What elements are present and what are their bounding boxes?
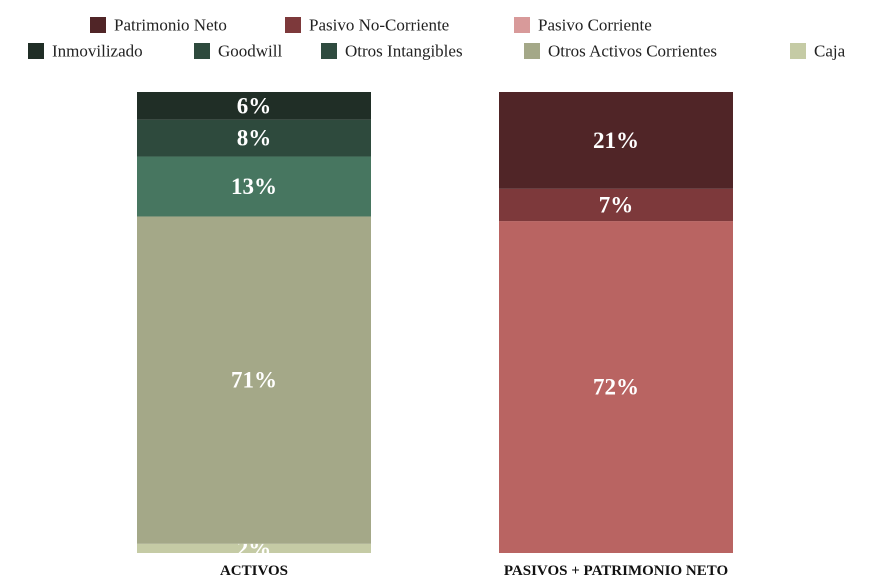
legend-label: Patrimonio Neto — [114, 16, 227, 35]
legend-label: Caja — [814, 42, 846, 61]
x-tick-label: PASIVOS + PATRIMONIO NETO — [504, 563, 728, 579]
legend-swatch — [194, 43, 210, 59]
legend-swatch — [790, 43, 806, 59]
bar-segment-inmovilizado — [137, 92, 371, 120]
legend-swatch — [524, 43, 540, 59]
bar-segment-otros-activos-corrientes — [137, 216, 371, 544]
legend-label: Inmovilizado — [52, 42, 143, 61]
legend-item-caja: Caja — [790, 42, 846, 61]
bar-activos: 2%71%13%8%6% — [137, 92, 371, 561]
data-label-inmovilizado: 6% — [237, 93, 272, 118]
legend-swatch — [90, 17, 106, 33]
bar-segment-caja — [137, 543, 371, 553]
legend-label: Goodwill — [218, 42, 283, 61]
bar-segment-pasivo-no-corriente — [499, 188, 733, 222]
bar-pasivos-patrimonio-neto: 72% 7% 21% — [499, 92, 733, 553]
legend-swatch — [285, 17, 301, 33]
bar-segment-otros-intangibles — [137, 156, 371, 217]
x-tick-label: ACTIVOS — [220, 563, 288, 579]
legend-item-otros-activos-corrientes: Otros Activos Corrientes — [524, 42, 717, 61]
legend-swatch — [514, 17, 530, 33]
legend-item-pasivo-corriente: Pasivo Corriente — [514, 16, 652, 35]
legend-item-goodwill: Goodwill — [194, 42, 283, 61]
bar-segment-goodwill — [137, 119, 371, 157]
legend-label: Otros Activos Corrientes — [548, 42, 717, 61]
legend-item-pasivo-no-corriente: Pasivo No-Corriente — [285, 16, 449, 35]
bar-segment-patrimonio-neto — [499, 92, 733, 189]
legend-label: Pasivo No-Corriente — [309, 16, 449, 35]
legend-item-patrimonio-neto: Patrimonio Neto — [90, 16, 227, 35]
data-label-pasivo-corriente: 72% — [593, 375, 639, 400]
legend-item-inmovilizado: Inmovilizado — [28, 42, 143, 61]
data-label-pasivo-no-corriente: 7% — [599, 192, 634, 217]
data-label-goodwill: 8% — [237, 126, 272, 151]
legend-item-otros-intangibles: Otros Intangibles — [321, 42, 463, 61]
x-axis-labels: ACTIVOS PASIVOS + PATRIMONIO NETO — [220, 563, 728, 579]
data-label-otros-intangibles: 13% — [231, 174, 277, 199]
data-label-patrimonio-neto: 21% — [593, 128, 639, 153]
legend-label: Pasivo Corriente — [538, 16, 652, 35]
legend-swatch — [28, 43, 44, 59]
legend-label: Otros Intangibles — [345, 42, 463, 61]
bar-segment-pasivo-corriente — [499, 221, 733, 553]
legend: Patrimonio Neto Pasivo No-Corriente Pasivo… — [28, 16, 846, 61]
legend-swatch — [321, 43, 337, 59]
plot-area: 2%71%13%8%6%72%7%21% — [137, 92, 733, 561]
data-label-otros-activos-corrientes: 71% — [231, 368, 277, 393]
